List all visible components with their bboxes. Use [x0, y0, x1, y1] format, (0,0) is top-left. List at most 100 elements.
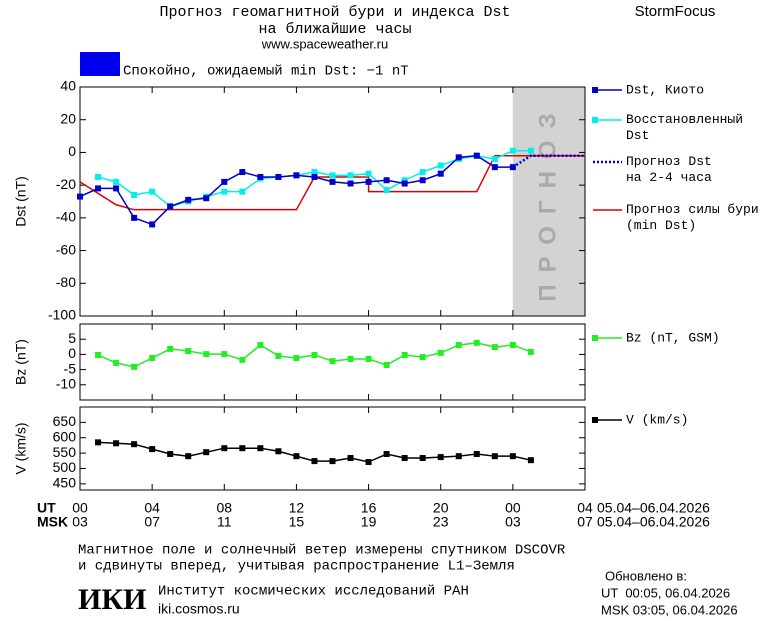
data-point [113, 178, 120, 185]
y-tick-label: -60 [56, 241, 76, 257]
data-point [221, 178, 228, 185]
data-point [437, 162, 444, 169]
x-tick-label: 07 [577, 514, 593, 530]
data-point [221, 445, 228, 452]
x-tick-label: 00 [505, 500, 521, 516]
data-point [383, 177, 390, 184]
data-point [455, 453, 462, 460]
data-point [311, 458, 318, 465]
date-range: 05.04–06.04.2026 [597, 500, 710, 516]
x-tick-label: 04 [577, 500, 593, 516]
updated-ut: UT 00:05, 06.04.2026 [601, 585, 730, 600]
x-tick-label: 00 [72, 500, 88, 516]
legend-label: Прогноз силы бури (min Dst) [626, 202, 759, 233]
data-point [95, 173, 102, 180]
data-point [131, 191, 138, 198]
y-tick-label: 20 [60, 110, 76, 126]
data-point [491, 164, 498, 171]
data-point [239, 445, 246, 452]
y-tick-label: -40 [56, 209, 76, 225]
data-point [113, 440, 120, 447]
x-tick-label: 12 [289, 500, 305, 516]
x-tick-label: 08 [216, 500, 232, 516]
data-point [293, 355, 300, 362]
data-point [185, 348, 192, 355]
data-point [491, 155, 498, 162]
data-point [149, 188, 156, 195]
institute-url: iki.cosmos.ru [158, 601, 240, 617]
data-point [365, 355, 372, 362]
y-tick-label: -10 [56, 376, 76, 392]
x-tick-label: 19 [361, 514, 377, 530]
data-point [419, 455, 426, 462]
data-point [275, 352, 282, 359]
data-point [401, 455, 408, 462]
data-point [257, 445, 264, 452]
data-point [113, 185, 120, 192]
status-text: Спокойно, ожидаемый min Dst: −1 nT [123, 63, 409, 80]
data-point [329, 172, 336, 179]
x-tick-label: 20 [433, 500, 449, 516]
legend-marker [592, 87, 598, 93]
status-indicator [80, 52, 120, 76]
data-point [473, 451, 480, 458]
legend-marker [592, 335, 598, 341]
legend-label: Bz (nT, GSM) [626, 330, 720, 345]
series-line [79, 154, 585, 211]
forecast-label: ПРОГНОЗ [534, 101, 561, 301]
legend-label: Прогноз Dst на 2-4 часа [626, 154, 712, 185]
x-tick-label: 03 [72, 514, 88, 530]
data-point [473, 152, 480, 159]
data-point [455, 341, 462, 348]
data-point [437, 454, 444, 461]
data-point [149, 355, 156, 362]
x-tick-label: 23 [433, 514, 449, 530]
data-point [509, 147, 516, 154]
y-tick-label: -80 [56, 274, 76, 290]
data-point [383, 362, 390, 369]
legend-marker [592, 117, 598, 123]
x-tick-label: 04 [144, 500, 160, 516]
data-point [239, 169, 246, 176]
plot-frame [79, 86, 586, 317]
x-tick-label: 07 [144, 514, 160, 530]
plot-frame [79, 406, 586, 491]
data-point [347, 355, 354, 362]
data-point [131, 214, 138, 221]
data-point [437, 349, 444, 356]
data-point [311, 352, 318, 359]
x-tick-label: 16 [361, 500, 377, 516]
data-point [473, 339, 480, 346]
y-tick-label: -20 [56, 176, 76, 192]
data-point [329, 458, 336, 465]
data-point [347, 172, 354, 179]
x-tick-label: 03 [505, 514, 521, 530]
y-tick-label: 0 [68, 345, 76, 361]
data-point [401, 352, 408, 359]
x-tick-label: 15 [289, 514, 305, 530]
y-axis-label: V (km/s) [13, 422, 29, 474]
data-point [419, 177, 426, 184]
data-point [491, 344, 498, 351]
institute: Институт космических исследований РАН [158, 583, 469, 600]
data-point [185, 453, 192, 460]
y-tick-label: 550 [53, 444, 77, 460]
data-point [95, 352, 102, 359]
footer-note: и сдвинуты вперед, учитывая распростране… [78, 559, 515, 575]
data-point [419, 354, 426, 361]
data-point [401, 180, 408, 187]
data-point [167, 203, 174, 210]
data-point [329, 358, 336, 365]
data-point [95, 185, 102, 192]
y-tick-label: 40 [60, 78, 76, 94]
data-point [131, 441, 138, 448]
y-axis-label: Dst (nT) [13, 176, 29, 227]
data-point [329, 178, 336, 185]
time-row-label: UT [37, 500, 56, 516]
data-point [293, 453, 300, 460]
data-point [437, 170, 444, 177]
data-point [185, 196, 192, 203]
data-point [257, 173, 264, 180]
data-point [365, 459, 372, 466]
